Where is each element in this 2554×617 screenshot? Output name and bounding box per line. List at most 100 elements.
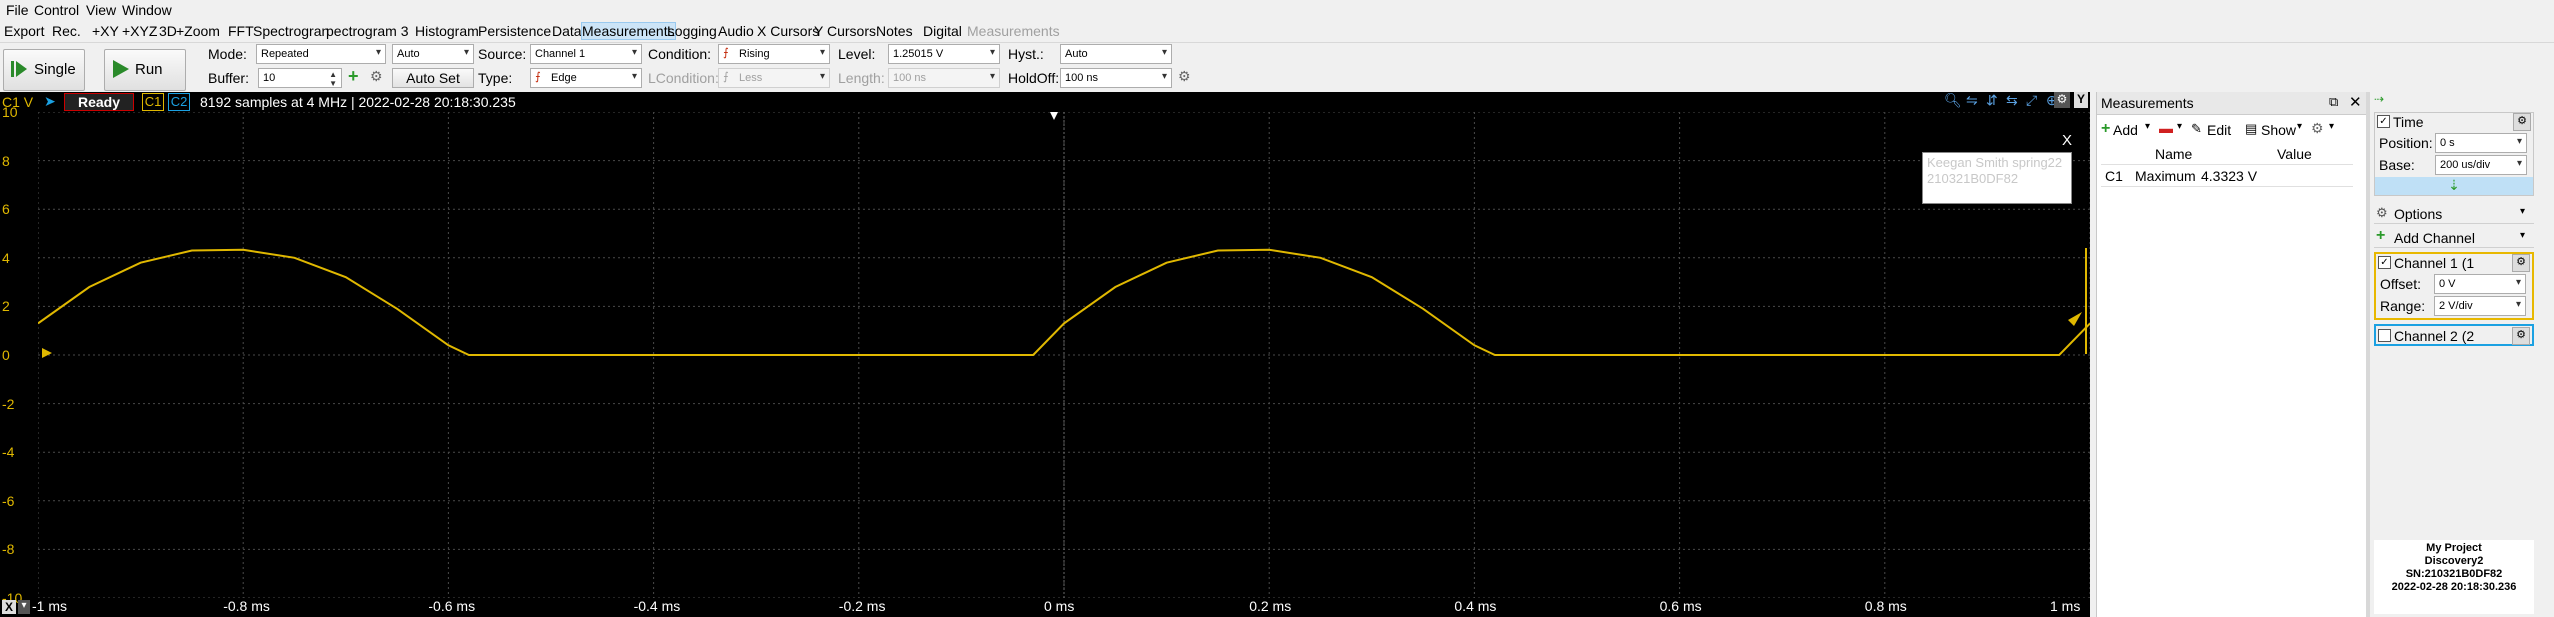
add-3d-button[interactable]: 3D [159,23,177,39]
close-icon[interactable]: ✕ [2349,94,2362,111]
options-icon: ⚙ [2376,205,2388,220]
holdoff-select[interactable]: 100 ns ▾ [1060,68,1172,88]
rising-edge-icon: ⨍ [723,47,729,59]
edit-button[interactable]: Edit [2207,122,2232,138]
y-tick-label: 2 [2,298,10,315]
channel-1-settings-icon[interactable]: ⚙ [2512,254,2530,272]
x-cursors-button[interactable]: X Cursors [757,23,820,39]
note-box[interactable]: Keegan Smith spring22 210321B0DF82 [1922,152,2072,204]
level-label: Level: [838,46,876,62]
channel-1-title: Channel 1 (1 [2394,255,2475,271]
undock-icon[interactable]: ⧉ [2329,94,2339,109]
time-checkbox[interactable]: ✓ [2377,115,2390,128]
device-serial: SN:210321B0DF82 [2405,568,2503,580]
spectrogram-3d-button[interactable]: pectrogram 3 [326,23,409,39]
options-label: Options [2394,206,2443,222]
c2-toggle[interactable]: C2 [168,93,190,111]
scope-header: C1 V ➤ Ready C1 C2 8192 samples at 4 MHz… [0,92,2090,112]
magnify-icon[interactable]: ⊕ [2046,92,2058,108]
edit-icon: ✎ [2191,121,2202,136]
menu-window[interactable]: Window [122,2,172,18]
position-select[interactable]: 0 s ▾ [2435,133,2527,153]
rec-button[interactable]: Rec. [52,23,81,39]
audio-button[interactable]: Audio [718,23,754,39]
menu-file[interactable]: File [6,2,29,18]
logging-button[interactable]: Logging [667,23,717,39]
level-select[interactable]: 1.25015 V ▾ [888,44,1000,64]
settings-icon[interactable]: ⚙ [1178,68,1191,84]
run-label: Run [135,61,163,78]
x-tick-label: 0.2 ms [1249,598,1292,614]
chevron-down-icon[interactable]: ▾ [2145,121,2151,132]
histogram-button[interactable]: Histogram [415,23,479,39]
x-tick-label: 0 ms [1044,598,1075,614]
persistence-button[interactable]: Persistence [478,23,552,39]
plus-icon[interactable]: + [348,66,359,86]
channel-2-settings-icon[interactable]: ⚙ [2512,327,2530,345]
position-label: Position: [2379,135,2433,151]
add-zoom-button[interactable]: +Zoom [176,23,220,39]
channel-1-checkbox[interactable]: ✓ [2378,256,2391,269]
x-axis-toggle[interactable]: X [2,600,16,614]
auto-mode-select[interactable]: Auto ▾ [392,44,474,64]
channel-2-checkbox[interactable] [2378,329,2391,342]
add-xyz-button[interactable]: +XYZ [122,23,158,39]
base-select[interactable]: 200 us/div ▾ [2435,155,2527,175]
menu-control[interactable]: Control [34,2,80,18]
settings-icon[interactable]: ⚙ [370,68,383,84]
y-axis-toggle[interactable]: Y [2074,92,2088,108]
settings-icon[interactable]: ⚙ [2311,120,2324,136]
c1-trace [38,248,2090,356]
hyst-select[interactable]: Auto ▾ [1060,44,1172,64]
run-button[interactable]: Run [104,49,186,91]
remove-icon[interactable]: ▬ [2159,120,2173,136]
length-value: 100 ns [893,72,927,84]
autoset-button[interactable]: Auto Set [392,68,474,88]
y-cursors-button[interactable]: Y Cursors [814,23,876,39]
options-row[interactable]: ⚙ Options ▾ [2374,204,2534,224]
export-button[interactable]: Export [4,23,45,39]
lcondition-label: LCondition: [648,70,719,86]
zoom-h-icon[interactable]: ⇋ [1966,92,1978,108]
c1-toggle[interactable]: C1 [142,93,164,111]
time-settings-icon[interactable]: ⚙ [2513,113,2531,131]
notes-button[interactable]: Notes [876,23,913,39]
offset-select[interactable]: 0 V ▾ [2434,274,2526,294]
type-select[interactable]: Edge ⨍ ▾ [530,68,642,88]
show-button[interactable]: Show [2261,122,2297,138]
chevron-down-icon[interactable]: ▾ [2297,121,2303,132]
condition-select[interactable]: Rising ⨍ ▾ [718,44,830,64]
chevron-down-icon[interactable]: ▾ [2177,121,2183,132]
source-select[interactable]: Channel 1 ▾ [530,44,642,64]
note-close-button[interactable]: X [2062,132,2073,149]
measurements-button[interactable]: Measurements [581,22,676,40]
fft-button[interactable]: FFT [228,23,254,39]
y-tick-label: -4 [2,444,15,461]
arrow-right-icon[interactable]: ⇢ [2374,92,2385,106]
add-measurement-button[interactable]: Add [2113,122,2138,138]
range-select[interactable]: 2 V/div ▾ [2434,296,2526,316]
digital-button[interactable]: Digital [923,23,962,39]
scope-settings-icon[interactable]: ⚙ [2054,92,2070,108]
chevron-down-icon: ▾ [631,47,637,58]
zoom-v-icon[interactable]: ⇵ [1986,92,1998,108]
table-row[interactable]: C1 Maximum 4.3323 V [2101,166,2353,187]
add-channel-button[interactable]: + Add Channel ▾ [2374,227,2534,248]
add-xy-button[interactable]: +XY [92,23,119,39]
fit-icon[interactable]: ⤢ [2026,92,2038,108]
mode-select[interactable]: Repeated ▾ [256,44,386,64]
device-project: My Project [2426,542,2482,554]
zoom-icon[interactable]: 🔍︎ [1944,92,1962,108]
arrow-down-icon[interactable]: ⇣ [2375,177,2533,195]
chevron-down-icon[interactable]: ▾ [2329,121,2335,132]
buffer-stepper[interactable]: 10 ▲ ▼ [258,68,342,88]
x-axis-menu-icon[interactable]: ▾ [18,600,30,614]
condition-value: Rising [739,48,770,60]
expand-arrow-icon[interactable]: ➤ [44,93,56,109]
menu-view[interactable]: View [86,2,117,18]
panel-splitter[interactable] [2366,92,2370,617]
data-button[interactable]: Data [552,23,582,39]
pan-icon[interactable]: ⇆ [2006,92,2018,108]
single-button[interactable]: Single [3,49,85,91]
spectrogram-button[interactable]: Spectrogran [253,23,330,39]
